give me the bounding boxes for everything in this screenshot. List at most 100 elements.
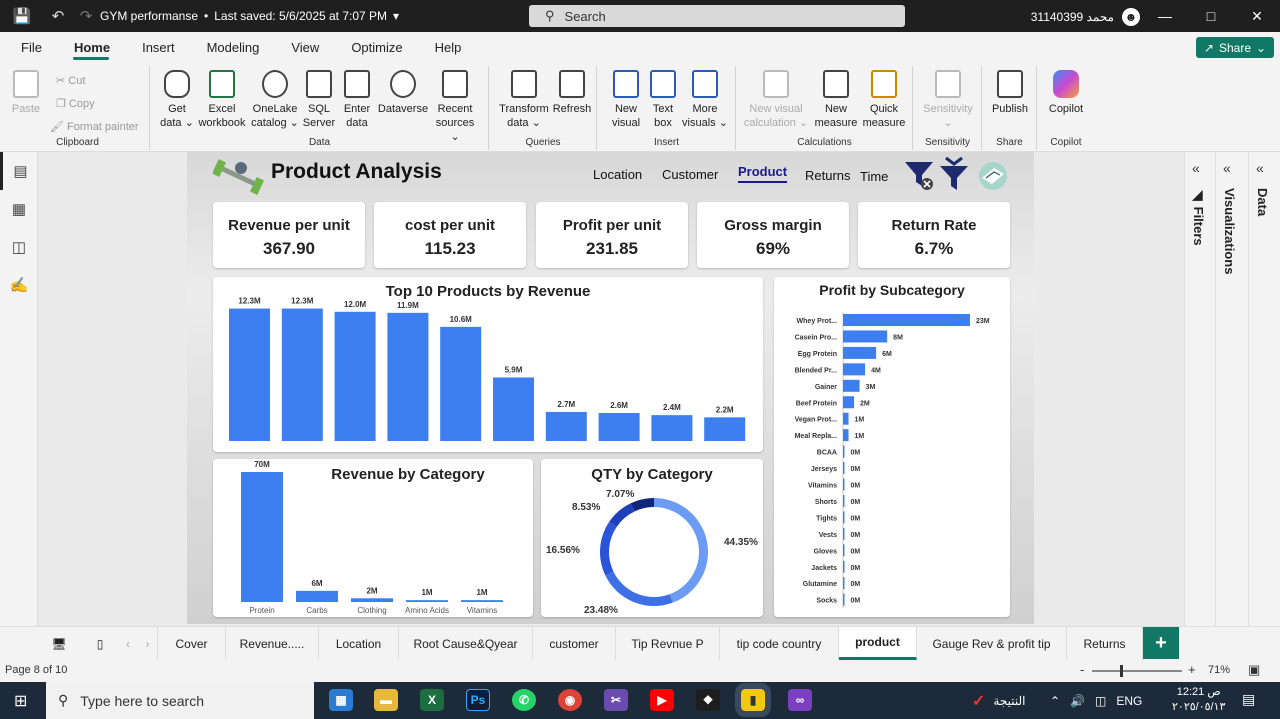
- dax-query-view-icon[interactable]: ✍: [9, 277, 29, 294]
- document-title[interactable]: GYM performanse • Last saved: 5/6/2025 a…: [100, 9, 400, 23]
- tab-revenue[interactable]: Revenue.....: [226, 627, 319, 660]
- figma-app-icon[interactable]: ❖: [696, 689, 720, 711]
- menu-view[interactable]: View: [291, 39, 320, 55]
- filter-icon[interactable]: [938, 156, 970, 192]
- text-box-button[interactable]: Text box: [648, 70, 678, 130]
- power-bi-app-icon[interactable]: ▮: [735, 683, 771, 717]
- revenue-by-category-chart[interactable]: Revenue by Category 70M Protein 6M Carbs 2M C…: [213, 459, 533, 617]
- nav-product[interactable]: Product: [738, 164, 788, 183]
- collapse-chevron-icon[interactable]: «: [1223, 160, 1231, 176]
- redo-icon[interactable]: ↷: [79, 8, 93, 25]
- tab-tip-revenue[interactable]: Tip Revnue P: [616, 627, 720, 660]
- nav-customer[interactable]: Customer: [662, 167, 719, 182]
- enter-data-button[interactable]: Enter data: [339, 70, 375, 130]
- clear-filter-icon[interactable]: [903, 158, 937, 192]
- store-app-icon[interactable]: ▦: [329, 689, 353, 711]
- clock[interactable]: 12:21 ص ٢٠٢٥/٠٥/١٣: [1172, 685, 1225, 715]
- whatsapp-app-icon[interactable]: ✆: [512, 689, 536, 711]
- top10-products-chart[interactable]: Top 10 Products by Revenue 12.3M 12.3M 12.…: [213, 277, 763, 452]
- tab-location[interactable]: Location: [319, 627, 399, 660]
- fit-to-page-icon[interactable]: ▣: [1248, 662, 1261, 677]
- nav-location[interactable]: Location: [593, 167, 643, 182]
- copy-button[interactable]: ❐ Copy: [56, 98, 95, 110]
- recent-sources-button[interactable]: Recent sources ⌄: [431, 70, 479, 144]
- network-icon[interactable]: ◫: [1095, 693, 1107, 708]
- qty-by-category-chart[interactable]: QTY by Category 44.35% 23.48% 16.56% 8.53% 7…: [541, 459, 763, 617]
- volume-icon[interactable]: 🔊: [1070, 693, 1086, 708]
- add-page-button[interactable]: +: [1143, 627, 1179, 659]
- filters-pane[interactable]: « ◢ Filters: [1184, 152, 1215, 626]
- prev-page-icon[interactable]: ‹: [126, 636, 130, 651]
- tab-tip-code-country[interactable]: tip code country: [720, 627, 839, 660]
- user-account[interactable]: 31140399 محمد ☻: [1031, 8, 1140, 26]
- minimize-icon[interactable]: —: [1158, 8, 1172, 24]
- cut-button[interactable]: ✂ Cut: [56, 75, 86, 87]
- zoom-out-icon[interactable]: -: [1080, 662, 1085, 677]
- nav-returns[interactable]: Returns: [805, 168, 851, 183]
- sql-server-button[interactable]: SQL Server: [301, 70, 337, 130]
- zoom-in-icon[interactable]: +: [1188, 662, 1196, 677]
- nav-time[interactable]: Time: [860, 169, 889, 184]
- profit-by-subcategory-chart[interactable]: Profit by Subcategory Whey Prot... 23M Cas…: [774, 277, 1010, 617]
- show-hidden-icons-icon[interactable]: ⌃: [1050, 693, 1061, 708]
- new-visual-calculation-button[interactable]: New visual calculation ⌄: [743, 70, 809, 130]
- publish-button[interactable]: Publish: [989, 70, 1031, 116]
- menu-optimize[interactable]: Optimize: [351, 39, 403, 55]
- new-measure-button[interactable]: New measure: [813, 70, 859, 130]
- desktop-layout-icon[interactable]: 🖥: [51, 636, 67, 651]
- sensitivity-button[interactable]: Sensitivity ⌄: [920, 70, 976, 130]
- windows-start-icon[interactable]: ⊞: [14, 693, 28, 710]
- menu-home[interactable]: Home: [53, 32, 121, 62]
- snipping-tool-icon[interactable]: ✂: [604, 689, 628, 711]
- search-box[interactable]: ⚲ Search: [529, 5, 905, 27]
- save-icon[interactable]: 💾: [12, 8, 32, 25]
- tab-customer[interactable]: customer: [533, 627, 616, 660]
- paste-button[interactable]: Paste: [10, 70, 42, 116]
- refresh-button[interactable]: Refresh: [552, 70, 592, 116]
- maximize-icon[interactable]: □: [1206, 8, 1216, 24]
- zoom-slider[interactable]: [1092, 665, 1182, 677]
- file-explorer-icon[interactable]: ▬: [374, 689, 398, 711]
- tab-root-cause[interactable]: Root Cause&Qyear: [399, 627, 533, 660]
- zoom-slider-thumb[interactable]: [1120, 665, 1123, 677]
- visualizations-pane[interactable]: « Visualizations: [1215, 152, 1248, 626]
- more-visuals-button[interactable]: More visuals ⌄: [682, 70, 728, 130]
- menu-file[interactable]: File: [21, 39, 42, 55]
- youtube-app-icon[interactable]: ▶: [650, 689, 674, 711]
- report-view-icon[interactable]: ▤: [0, 152, 38, 190]
- quick-measure-button[interactable]: Quick measure: [861, 70, 907, 130]
- menu-modeling[interactable]: Modeling: [206, 39, 260, 55]
- get-data-button[interactable]: Get data ⌄: [159, 70, 195, 130]
- transform-data-button[interactable]: Transform data ⌄: [498, 70, 550, 130]
- menu-help[interactable]: Help: [434, 39, 462, 55]
- menu-insert[interactable]: Insert: [142, 39, 175, 55]
- data-pane[interactable]: « Data: [1248, 152, 1280, 626]
- excel-app-icon[interactable]: X: [420, 689, 444, 711]
- language-indicator[interactable]: ENG: [1116, 693, 1143, 708]
- table-view-icon[interactable]: ▦: [11, 201, 27, 218]
- notifications-icon[interactable]: ▤: [1242, 691, 1256, 707]
- next-page-icon[interactable]: ›: [138, 627, 158, 660]
- format-painter-button[interactable]: 🖌 Format painter: [50, 121, 139, 133]
- bookmark-icon[interactable]: [974, 160, 1012, 192]
- taskbar-search[interactable]: ⚲ Type here to search: [46, 682, 314, 719]
- copilot-button[interactable]: Copilot: [1044, 70, 1088, 116]
- model-view-icon[interactable]: ◫: [11, 239, 27, 256]
- onelake-catalog-button[interactable]: OneLake catalog ⌄: [251, 70, 299, 130]
- share-button[interactable]: ↗ Share ⌄: [1196, 37, 1274, 58]
- tab-gauge[interactable]: Gauge Rev & profit tip: [917, 627, 1067, 660]
- photoshop-app-icon[interactable]: Ps: [466, 689, 490, 711]
- tab-returns[interactable]: Returns: [1067, 627, 1143, 660]
- tab-product[interactable]: product: [839, 627, 917, 660]
- collapse-chevron-icon[interactable]: «: [1256, 160, 1264, 176]
- visual-studio-app-icon[interactable]: ∞: [788, 689, 812, 711]
- undo-icon[interactable]: ↶: [51, 8, 65, 25]
- chrome-app-icon[interactable]: ◉: [558, 689, 582, 711]
- new-visual-button[interactable]: New visual: [606, 70, 646, 130]
- dataverse-button[interactable]: Dataverse: [377, 70, 429, 116]
- collapse-chevron-icon[interactable]: «: [1192, 160, 1200, 176]
- close-icon[interactable]: ✕: [1251, 7, 1263, 24]
- mobile-layout-icon[interactable]: ▯: [96, 636, 104, 651]
- excel-workbook-button[interactable]: Excel workbook: [197, 70, 247, 130]
- tab-cover[interactable]: Cover: [158, 627, 226, 660]
